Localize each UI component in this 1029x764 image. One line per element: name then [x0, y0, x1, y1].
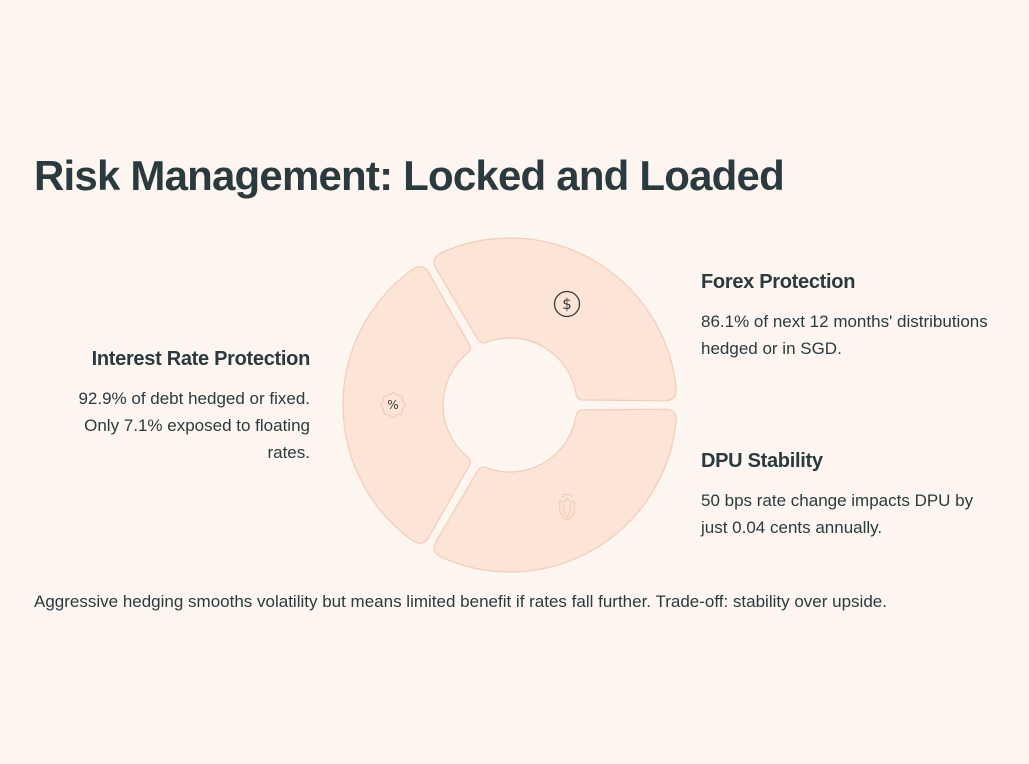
percent-badge-icon: % [379, 391, 407, 419]
flower-icon [558, 493, 576, 521]
interest-rate-text: 92.9% of debt hedged or fixed. Only 7.1%… [78, 389, 310, 462]
forex-heading: Forex Protection [701, 271, 856, 293]
page-title: Risk Management: Locked and Loaded [34, 152, 785, 199]
svg-text:$: $ [562, 295, 572, 313]
segment-interest-rate: % [342, 266, 471, 544]
segment-forex: $ [433, 237, 677, 402]
segment-shape-forex [433, 237, 677, 402]
forex-text: 86.1% of next 12 months' distributions h… [701, 312, 988, 358]
interest-rate-block: Interest Rate Protection 92.9% of debt h… [40, 348, 310, 466]
risk-cycle-diagram: % $ [330, 225, 690, 585]
segment-shape-dpu [433, 408, 677, 573]
interest-rate-heading: Interest Rate Protection [91, 348, 311, 370]
risk-cycle-svg: %$ [342, 237, 677, 573]
segment-shape-interest-rate [342, 266, 471, 544]
dpu-block: DPU Stability 50 bps rate change impacts… [701, 450, 1001, 541]
dpu-heading: DPU Stability [701, 450, 823, 472]
footnote: Aggressive hedging smooths volatility bu… [34, 592, 887, 611]
segment-dpu [433, 408, 677, 573]
dpu-text: 50 bps rate change impacts DPU by just 0… [701, 491, 974, 537]
svg-text:%: % [387, 398, 398, 412]
forex-block: Forex Protection 86.1% of next 12 months… [701, 271, 1001, 362]
dollar-circle-icon: $ [553, 290, 581, 318]
